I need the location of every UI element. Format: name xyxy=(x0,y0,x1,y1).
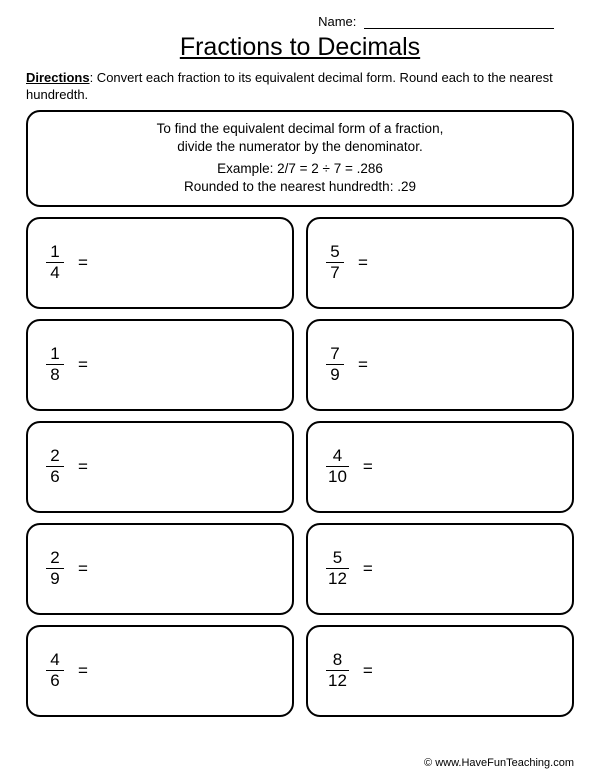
footer-copyright: © www.HaveFunTeaching.com xyxy=(424,757,574,769)
problem-box[interactable]: 5 7 = xyxy=(306,217,574,309)
fraction: 2 6 xyxy=(46,447,64,486)
fraction: 4 10 xyxy=(326,447,349,486)
problem-box[interactable]: 7 9 = xyxy=(306,319,574,411)
equals-sign: = xyxy=(363,559,373,579)
denominator: 12 xyxy=(326,568,349,588)
problem-box[interactable]: 1 8 = xyxy=(26,319,294,411)
fraction: 5 7 xyxy=(326,243,344,282)
denominator: 9 xyxy=(326,364,344,384)
equals-sign: = xyxy=(358,355,368,375)
equals-sign: = xyxy=(363,457,373,477)
instruction-box: To find the equivalent decimal form of a… xyxy=(26,110,574,207)
fraction: 4 6 xyxy=(46,651,64,690)
fraction: 8 12 xyxy=(326,651,349,690)
equals-sign: = xyxy=(78,355,88,375)
equals-sign: = xyxy=(358,253,368,273)
fraction: 1 4 xyxy=(46,243,64,282)
denominator: 7 xyxy=(326,262,344,282)
instruction-line-3: Example: 2/7 = 2 ÷ 7 = .286 xyxy=(38,160,562,178)
problem-box[interactable]: 5 12 = xyxy=(306,523,574,615)
equals-sign: = xyxy=(78,559,88,579)
directions-body: : Convert each fraction to its equivalen… xyxy=(26,70,553,102)
directions-label: Directions xyxy=(26,70,90,85)
problem-box[interactable]: 2 6 = xyxy=(26,421,294,513)
denominator: 10 xyxy=(326,466,349,486)
numerator: 4 xyxy=(48,651,61,670)
instruction-line-1: To find the equivalent decimal form of a… xyxy=(38,120,562,138)
numerator: 5 xyxy=(328,243,341,262)
denominator: 8 xyxy=(46,364,64,384)
name-input-line[interactable] xyxy=(364,28,554,29)
equals-sign: = xyxy=(78,457,88,477)
fraction: 1 8 xyxy=(46,345,64,384)
fraction: 2 9 xyxy=(46,549,64,588)
denominator: 6 xyxy=(46,466,64,486)
name-label: Name: xyxy=(318,14,356,29)
numerator: 7 xyxy=(328,345,341,364)
denominator: 12 xyxy=(326,670,349,690)
numerator: 5 xyxy=(331,549,344,568)
fraction: 7 9 xyxy=(326,345,344,384)
equals-sign: = xyxy=(363,661,373,681)
fraction: 5 12 xyxy=(326,549,349,588)
numerator: 8 xyxy=(331,651,344,670)
directions-text: Directions: Convert each fraction to its… xyxy=(26,70,574,104)
denominator: 4 xyxy=(46,262,64,282)
numerator: 4 xyxy=(331,447,344,466)
problem-box[interactable]: 1 4 = xyxy=(26,217,294,309)
numerator: 2 xyxy=(48,549,61,568)
problems-grid: 1 4 = 5 7 = 1 8 = 7 9 = 2 6 = 4 10 xyxy=(26,217,574,717)
name-field-line: Name: xyxy=(26,14,574,29)
instruction-line-2: divide the numerator by the denominator. xyxy=(38,138,562,156)
problem-box[interactable]: 8 12 = xyxy=(306,625,574,717)
problem-box[interactable]: 4 10 = xyxy=(306,421,574,513)
denominator: 6 xyxy=(46,670,64,690)
equals-sign: = xyxy=(78,661,88,681)
problem-box[interactable]: 2 9 = xyxy=(26,523,294,615)
denominator: 9 xyxy=(46,568,64,588)
page-title: Fractions to Decimals xyxy=(26,33,574,62)
instruction-line-4: Rounded to the nearest hundredth: .29 xyxy=(38,178,562,196)
numerator: 1 xyxy=(48,345,61,364)
equals-sign: = xyxy=(78,253,88,273)
numerator: 1 xyxy=(48,243,61,262)
numerator: 2 xyxy=(48,447,61,466)
problem-box[interactable]: 4 6 = xyxy=(26,625,294,717)
